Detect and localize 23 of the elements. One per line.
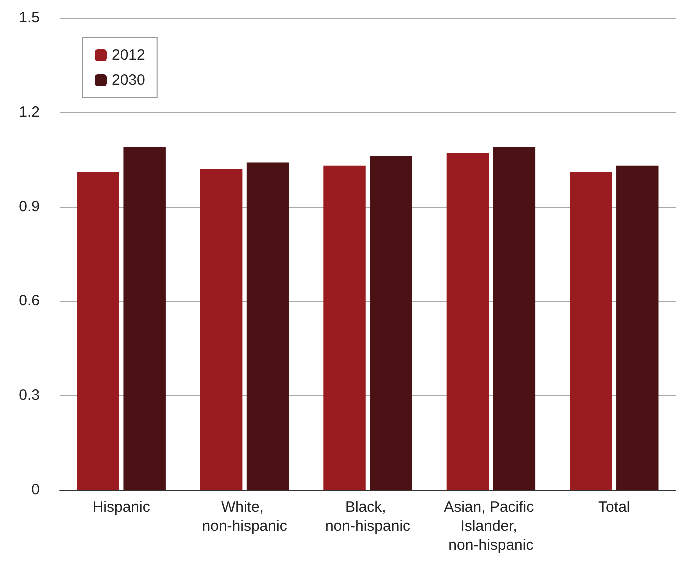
x-tick-label: Asian, Pacific Islander, non-hispanic [444, 499, 538, 554]
bar [493, 147, 536, 490]
y-tick-label: 1.2 [19, 104, 40, 121]
x-tick-label: Black, non-hispanic [325, 499, 412, 535]
y-tick-label: 0 [32, 482, 40, 498]
y-tick-label: 0.3 [19, 387, 40, 404]
y-tick-label: 0.6 [19, 292, 40, 310]
x-tick-label: White, non-hispanic [202, 499, 288, 535]
bar [370, 156, 412, 490]
legend-label: 2030 [112, 72, 146, 89]
bar [616, 166, 659, 490]
x-tick-label: Total [598, 499, 630, 516]
y-tick-label: 1.5 [19, 10, 40, 26]
bar [77, 172, 120, 490]
bar [570, 172, 612, 490]
y-tick-label: 0.9 [19, 198, 40, 216]
bar [446, 153, 490, 490]
legend-label: 2012 [112, 47, 146, 64]
x-tick-label: Hispanic [92, 499, 151, 516]
bar [124, 147, 166, 490]
bar [200, 169, 243, 490]
bar [246, 162, 290, 490]
bar [324, 166, 366, 490]
